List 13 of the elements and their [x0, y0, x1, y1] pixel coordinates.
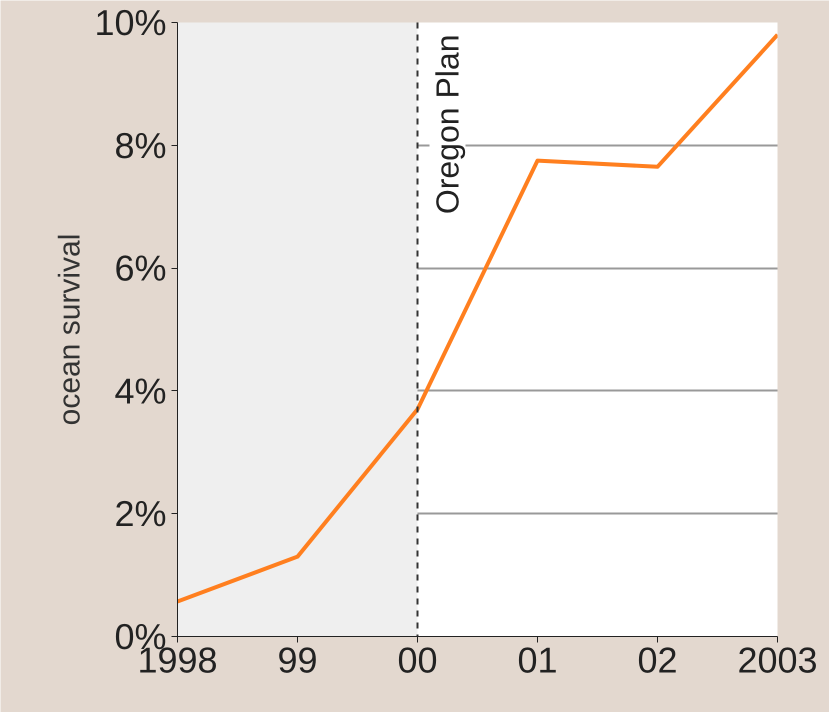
x-tick-label: 2003	[737, 640, 818, 680]
ref-line-label: Oregon Plan	[430, 34, 466, 214]
y-tick-label: 6%	[114, 248, 166, 289]
y-axis-title: ocean survival	[53, 234, 86, 426]
y-tick-label: 8%	[114, 124, 166, 166]
x-tick-label: 01	[517, 640, 558, 680]
y-tick-label: 4%	[114, 370, 166, 412]
y-tick-label: 10%	[94, 2, 167, 43]
line-series	[178, 32, 778, 604]
x-tick-label: 99	[277, 640, 318, 680]
y-tick-label: 2%	[114, 493, 166, 534]
x-tick-label: 00	[397, 640, 438, 680]
x-tick-label: 02	[637, 640, 678, 680]
